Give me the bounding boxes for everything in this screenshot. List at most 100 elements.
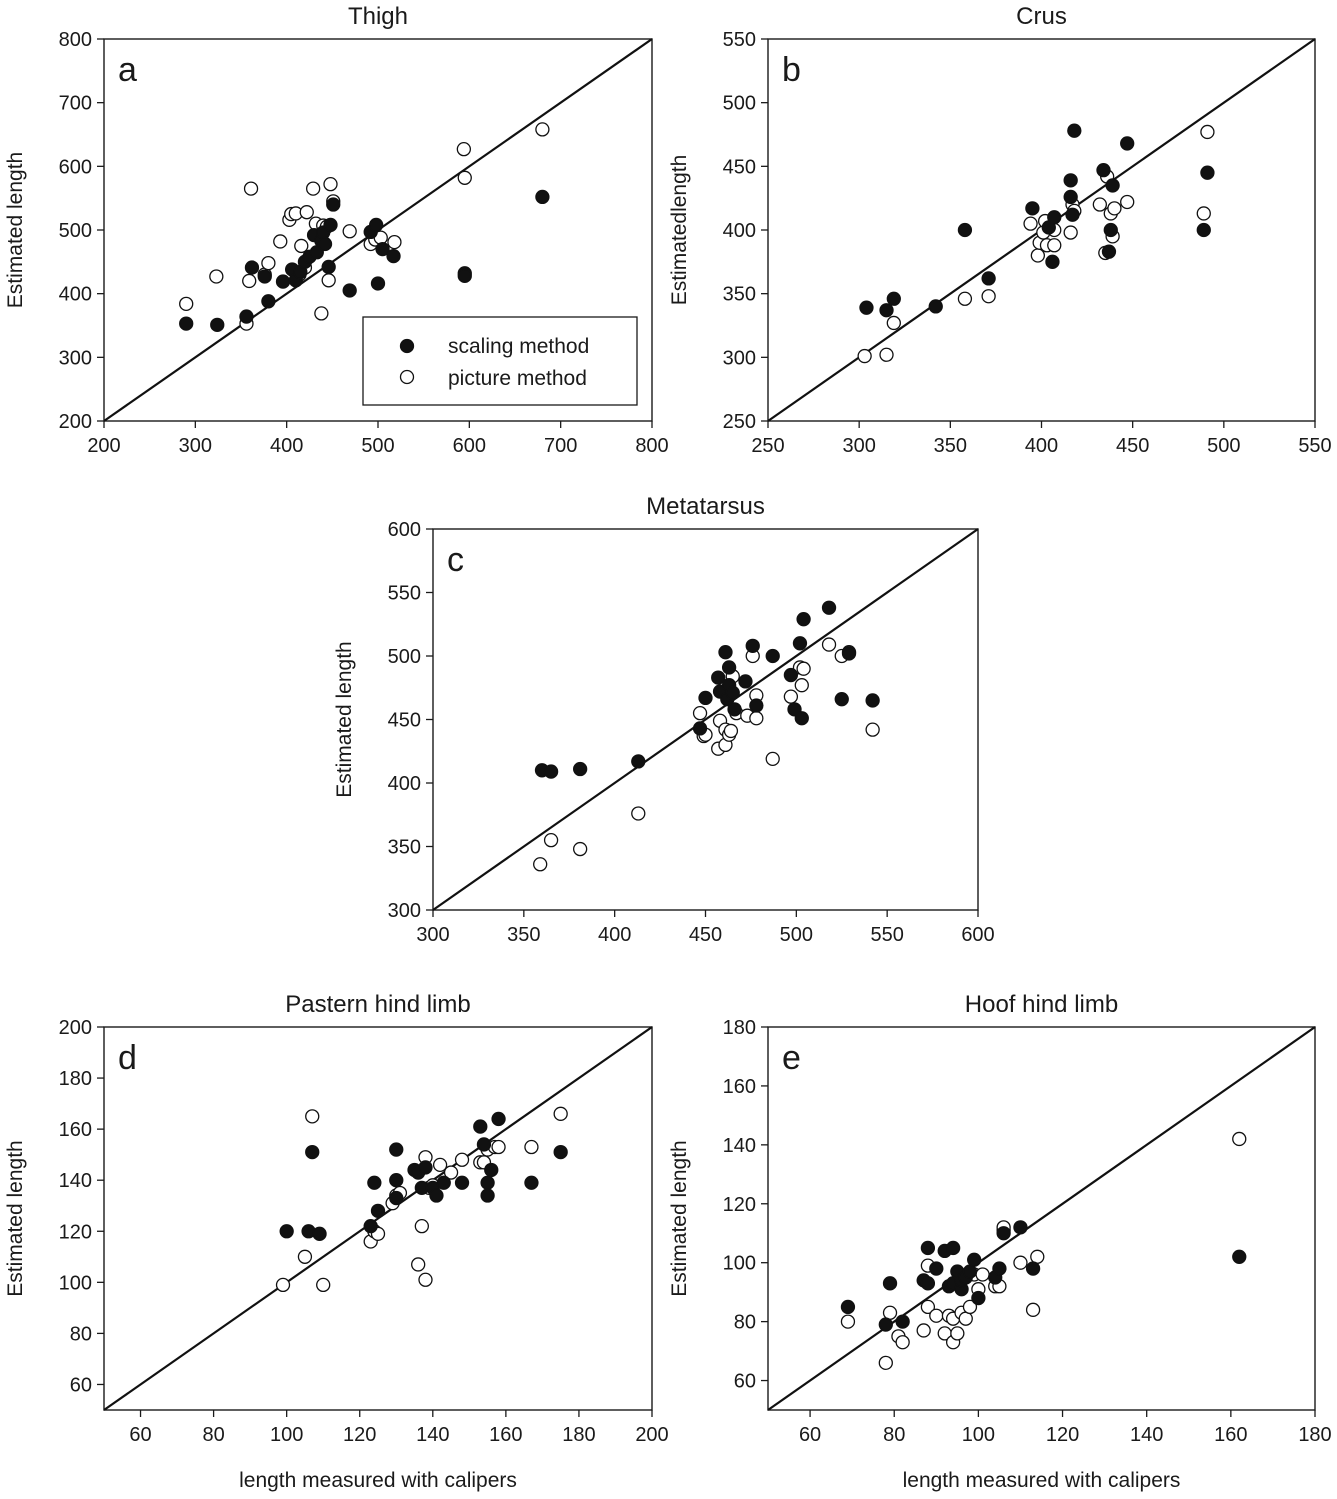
picture-point [314, 306, 329, 321]
scaling-point [1120, 136, 1135, 151]
legend-scaling-label: scaling method [448, 335, 589, 358]
panel-a: 200 300 400 500 600 700 800 200 300 400 500 600 700 8… [4, 3, 669, 457]
y-tick-label: 100 [59, 1272, 92, 1294]
x-tick-label: 400 [598, 924, 631, 946]
y-tick-label: 600 [388, 519, 421, 541]
picture-point [749, 711, 764, 726]
picture-point [1013, 1255, 1028, 1270]
picture-point [457, 170, 472, 185]
y-tick-label: 300 [388, 900, 421, 922]
y-tick-label: 160 [723, 1076, 756, 1098]
y-axis-label: Estimated length [4, 1140, 27, 1296]
scaling-point [244, 260, 260, 275]
y-tick-label: 100 [723, 1253, 756, 1275]
chart-title: Metatarsus [646, 493, 765, 520]
scaling-point [389, 1190, 404, 1206]
scaling-point [275, 274, 291, 289]
picture-point [533, 857, 548, 872]
x-tick-label: 550 [870, 924, 903, 946]
y-tick-label: 300 [723, 347, 756, 369]
picture-point [692, 706, 708, 721]
picture-point [297, 1249, 313, 1264]
picture-point [895, 1335, 910, 1350]
y-tick-label: 400 [388, 773, 421, 795]
scaling-point [1200, 165, 1215, 180]
y-tick-label: 180 [59, 1068, 92, 1090]
x-tick-label: 800 [635, 435, 668, 457]
picture-point [878, 1355, 893, 1371]
picture-point [418, 1272, 433, 1287]
picture-point [958, 1311, 973, 1326]
scaling-point [1065, 207, 1080, 222]
picture-point [975, 1267, 990, 1282]
scaling-point [1063, 189, 1078, 205]
scaling-point [745, 638, 760, 653]
y-tick-label: 80 [734, 1312, 756, 1334]
scaling-point [945, 1240, 961, 1256]
scaling-point [473, 1119, 488, 1134]
picture-point [491, 1139, 506, 1155]
scaling-point [886, 291, 901, 306]
scaling-point [721, 660, 737, 675]
scaling-point [928, 299, 943, 314]
scaling-point [711, 670, 726, 685]
picture-point [342, 224, 357, 239]
scaling-point [389, 1173, 404, 1188]
scaling-point [929, 1261, 944, 1276]
scaling-point [1101, 244, 1117, 259]
scaling-point [1047, 210, 1062, 225]
scaling-point [692, 721, 708, 736]
scaling-point [239, 309, 254, 324]
scaling-point [279, 1224, 294, 1239]
scaling-point [257, 269, 272, 284]
y-tick-label: 450 [723, 156, 756, 178]
y-tick-label: 600 [59, 156, 92, 178]
legend-scaling-marker [399, 338, 415, 354]
x-tick-label: 550 [1298, 435, 1331, 457]
picture-point [723, 723, 739, 739]
scaling-point [992, 1261, 1007, 1276]
scaling-point [971, 1290, 986, 1306]
scaling-point [326, 197, 341, 212]
picture-point [294, 238, 309, 254]
picture-point [796, 661, 811, 676]
scaling-point [484, 1162, 499, 1178]
scaling-point [367, 1175, 382, 1190]
picture-point [179, 296, 194, 312]
scaling-point [738, 674, 753, 689]
picture-point [821, 637, 837, 652]
x-tick-label: 350 [507, 924, 540, 946]
x-tick-label: 100 [270, 1424, 303, 1446]
picture-point [456, 141, 472, 157]
scaling-point [783, 667, 799, 683]
scaling-point [957, 222, 973, 238]
x-tick-label: 450 [689, 924, 722, 946]
scaling-point [436, 1175, 451, 1190]
picture-point [323, 177, 338, 192]
scaling-point [996, 1226, 1011, 1241]
y-tick-label: 140 [59, 1170, 92, 1192]
x-tick-label: 400 [1025, 435, 1058, 457]
y-tick-label: 120 [59, 1221, 92, 1243]
y-tick-label: 250 [723, 411, 756, 433]
chart-title: Pastern hind limb [285, 991, 470, 1018]
x-tick-label: 80 [883, 1424, 905, 1446]
y-tick-label: 120 [723, 1194, 756, 1216]
y-tick-label: 350 [723, 284, 756, 306]
x-tick-label: 160 [489, 1424, 522, 1446]
x-axis-label: length measured with calipers [239, 1469, 517, 1492]
picture-point [243, 181, 259, 196]
scaling-point [749, 698, 764, 713]
y-tick-label: 500 [723, 93, 756, 115]
y-tick-label: 300 [59, 347, 92, 369]
scaling-point [312, 1226, 327, 1241]
legend: scaling method picture method [362, 316, 638, 406]
scaling-point [796, 612, 811, 627]
picture-point [783, 689, 799, 704]
scaling-point [1067, 123, 1082, 138]
picture-point [454, 1152, 470, 1167]
scaling-point [480, 1175, 495, 1190]
x-tick-label: 350 [934, 435, 967, 457]
x-tick-label: 400 [270, 435, 303, 457]
picture-point [981, 289, 996, 304]
